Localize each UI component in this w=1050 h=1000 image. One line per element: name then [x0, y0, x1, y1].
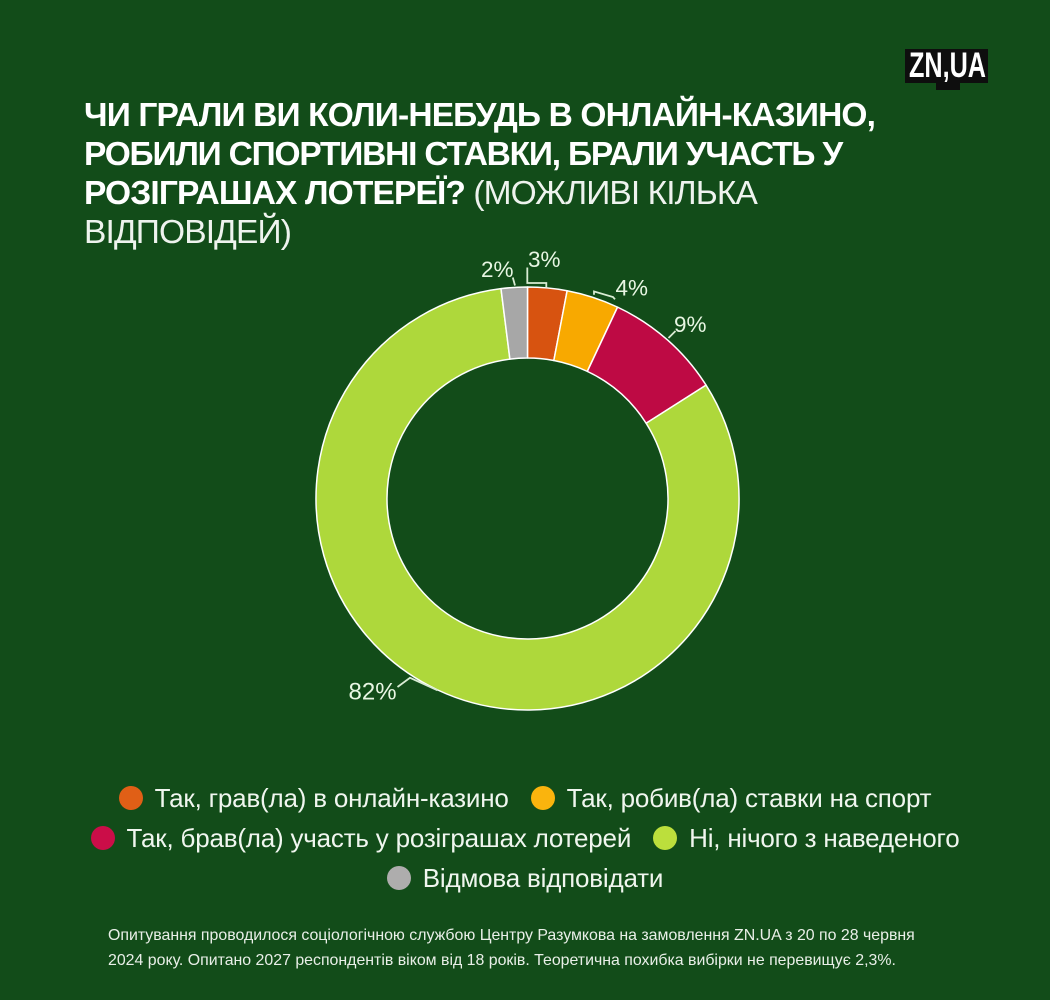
svg-text:82%: 82% — [349, 679, 397, 706]
svg-text:9%: 9% — [674, 312, 707, 337]
svg-text:3%: 3% — [528, 247, 561, 272]
svg-text:2%: 2% — [481, 257, 514, 282]
svg-text:4%: 4% — [616, 276, 649, 301]
